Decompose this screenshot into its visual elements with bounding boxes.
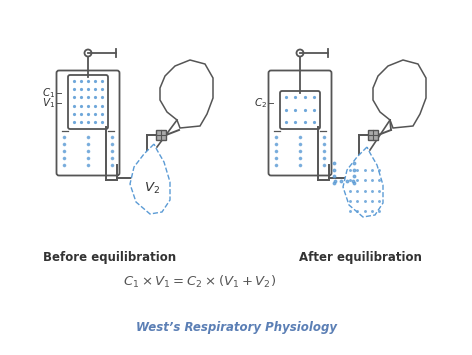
Text: West’s Respiratory Physiology: West’s Respiratory Physiology (135, 322, 337, 334)
Polygon shape (130, 144, 170, 214)
FancyBboxPatch shape (269, 71, 331, 175)
Bar (368, 130, 378, 140)
Text: $V_1$: $V_1$ (42, 96, 55, 110)
Text: Before equilibration: Before equilibration (43, 251, 177, 264)
Text: $C_1$: $C_1$ (42, 86, 55, 100)
FancyBboxPatch shape (280, 91, 320, 129)
Bar (156, 130, 166, 140)
Text: $C_1 \times V_1 = C_2 \times (V_1 + V_2)$: $C_1 \times V_1 = C_2 \times (V_1 + V_2)… (123, 274, 277, 290)
Text: $V_2$: $V_2$ (144, 180, 160, 196)
FancyBboxPatch shape (68, 75, 108, 129)
FancyBboxPatch shape (57, 71, 119, 175)
Text: After equilibration: After equilibration (299, 251, 421, 264)
Polygon shape (343, 147, 383, 217)
Text: $C_2$: $C_2$ (254, 96, 267, 110)
